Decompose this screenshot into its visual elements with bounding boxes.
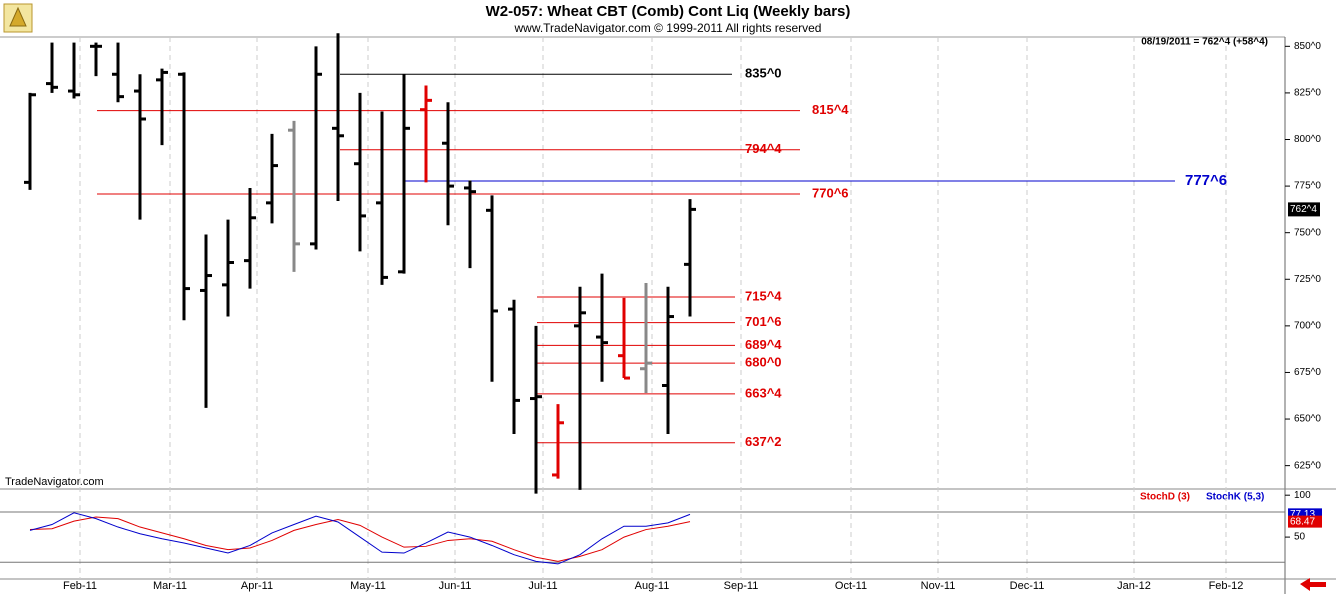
x-tick-label: Aug-11 bbox=[635, 580, 670, 592]
ohlc-bar bbox=[354, 92, 366, 252]
ohlc-bar bbox=[310, 46, 322, 250]
ohlc-bar bbox=[662, 286, 674, 434]
y-tick-label: 800^0 bbox=[1294, 134, 1321, 145]
level-label: 835^0 bbox=[745, 66, 782, 81]
stoch-line bbox=[29, 512, 691, 565]
level-label: 637^2 bbox=[745, 434, 782, 449]
level-label: 715^4 bbox=[745, 288, 782, 303]
x-tick-label: Jan-12 bbox=[1117, 580, 1151, 592]
x-tick-label: Oct-11 bbox=[835, 580, 867, 592]
ohlc-bar bbox=[398, 74, 410, 274]
ohlc-bar bbox=[134, 74, 146, 220]
ohlc-bar bbox=[508, 299, 520, 434]
x-tick-label: Jul-11 bbox=[528, 580, 557, 592]
ohlc-bar bbox=[266, 133, 278, 224]
legend-entry: StochD (3) bbox=[1140, 492, 1190, 503]
level-label: 680^0 bbox=[745, 355, 782, 370]
info: 08/19/2011 = 762^4 (+58^4) bbox=[1141, 37, 1268, 48]
y-tick-label: 725^0 bbox=[1294, 274, 1321, 285]
ohlc-bar bbox=[464, 180, 476, 269]
x-tick-label: Apr-11 bbox=[241, 580, 273, 592]
level-label: 777^6 bbox=[1185, 172, 1227, 189]
ohlc-bar bbox=[420, 85, 432, 183]
ohlc-bar bbox=[684, 199, 696, 317]
y-tick-label: 100 bbox=[1294, 490, 1311, 501]
level-label: 689^4 bbox=[745, 337, 782, 352]
ohlc-bar bbox=[46, 42, 58, 93]
ohlc-bar bbox=[68, 42, 80, 99]
y-tick-label: 750^0 bbox=[1294, 227, 1321, 238]
y-tick-label: 675^0 bbox=[1294, 367, 1321, 378]
ohlc-bar bbox=[178, 72, 190, 321]
x-tick-label: Sep-11 bbox=[724, 580, 759, 592]
last-value-box bbox=[1288, 515, 1322, 528]
ohlc-bar bbox=[618, 297, 630, 380]
watermark: TradeNavigator.com bbox=[5, 476, 104, 488]
ohlc-bar bbox=[552, 404, 564, 479]
ohlc-bar bbox=[376, 111, 388, 285]
level-label: 794^4 bbox=[745, 141, 782, 156]
stoch-line bbox=[29, 516, 691, 562]
x-tick-label: Feb-11 bbox=[63, 580, 97, 592]
last-value-label: 77.13 bbox=[1290, 509, 1315, 520]
last-price-label: 762^4 bbox=[1290, 204, 1317, 215]
x-tick-label: Jun-11 bbox=[439, 580, 472, 592]
ohlc-bar bbox=[574, 286, 586, 490]
ohlc-bar bbox=[640, 283, 652, 393]
ohlc-bar bbox=[486, 195, 498, 382]
x-tick-label: May-11 bbox=[350, 580, 386, 592]
x-tick-label: Mar-11 bbox=[153, 580, 187, 592]
y-tick-label: 700^0 bbox=[1294, 321, 1321, 332]
x-tick-label: Dec-11 bbox=[1010, 580, 1045, 592]
level-label: 701^6 bbox=[745, 314, 782, 329]
ohlc-bar bbox=[222, 219, 234, 317]
last-value-label: 68.47 bbox=[1290, 516, 1315, 527]
y-tick-label: 850^0 bbox=[1294, 41, 1321, 52]
level-label: 770^6 bbox=[812, 185, 849, 200]
legend-entry: StochK (5,3) bbox=[1206, 492, 1264, 503]
ohlc-bar bbox=[530, 325, 542, 494]
x-tick-label: Feb-12 bbox=[1209, 580, 1244, 592]
ohlc-bar bbox=[244, 187, 256, 289]
ohlc-bar bbox=[332, 33, 344, 201]
y-tick-label: 650^0 bbox=[1294, 414, 1321, 425]
logo bbox=[3, 3, 33, 33]
ohlc-bar bbox=[288, 120, 300, 272]
ohlc-bar bbox=[442, 102, 454, 226]
y-tick-label: 50 bbox=[1294, 532, 1306, 543]
ohlc-bar bbox=[112, 42, 124, 103]
subtitle: www.TradeNavigator.com © 1999-2011 All r… bbox=[514, 21, 822, 35]
ohlc-bar bbox=[200, 234, 212, 408]
level-label: 663^4 bbox=[745, 385, 782, 400]
ohlc-bar bbox=[596, 273, 608, 382]
x-tick-label: Nov-11 bbox=[921, 580, 956, 592]
ohlc-bar bbox=[90, 42, 102, 77]
y-tick-label: 775^0 bbox=[1294, 181, 1321, 192]
last-price-box bbox=[1288, 202, 1320, 217]
scroll-arrow[interactable] bbox=[1300, 578, 1326, 591]
ohlc-bar bbox=[24, 92, 36, 190]
level-label: 815^4 bbox=[812, 102, 849, 117]
chart-title: W2-057: Wheat CBT (Comb) Cont Liq (Weekl… bbox=[486, 3, 851, 20]
y-tick-label: 625^0 bbox=[1294, 460, 1321, 471]
ohlc-bar bbox=[156, 68, 168, 146]
y-tick-label: 825^0 bbox=[1294, 88, 1321, 99]
